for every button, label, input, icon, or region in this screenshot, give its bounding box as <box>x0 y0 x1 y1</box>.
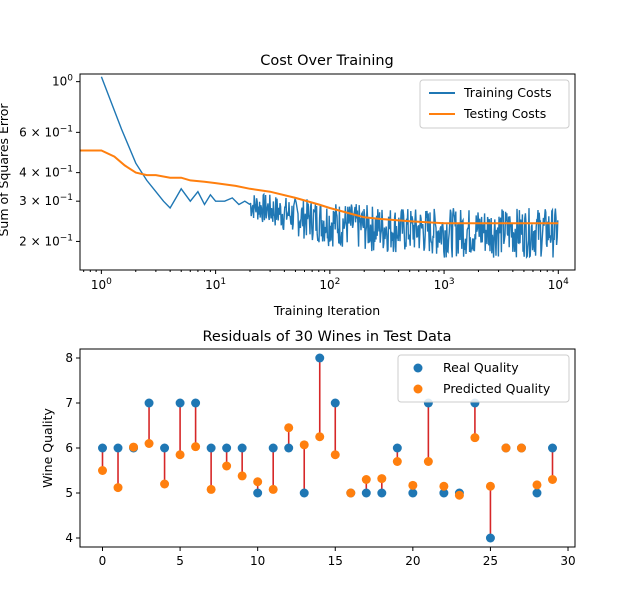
predicted-quality-point <box>330 450 340 460</box>
predicted-quality-point <box>299 440 309 450</box>
training-costs-line <box>100 76 559 259</box>
real-quality-point <box>439 488 449 498</box>
cost-chart-frame <box>79 73 576 271</box>
predicted-quality-point <box>144 439 154 448</box>
residual-x-tick-label: 25 <box>483 554 498 568</box>
predicted-quality-point <box>113 483 123 493</box>
predicted-quality-point <box>361 475 371 484</box>
cost-x-tick-label: 103 <box>434 277 455 292</box>
predicted-quality-point <box>501 443 511 453</box>
predicted-quality-point <box>222 461 232 471</box>
residuals-chart-legend: Real Quality Predicted Quality <box>397 354 570 403</box>
real-quality-point <box>408 488 418 498</box>
real-quality-point <box>485 533 495 543</box>
cost-y-tick-label: 3 × 10−1 <box>19 193 73 208</box>
cost-y-tick-label: 6 × 10−1 <box>19 124 73 139</box>
real-quality-point <box>113 443 123 453</box>
residual-y-tick-label: 5 <box>65 486 73 500</box>
predicted-quality-point <box>392 457 402 466</box>
legend-label: Predicted Quality <box>443 381 551 396</box>
predicted-quality-point <box>175 450 185 460</box>
real-quality-point <box>253 488 263 498</box>
real-quality-point <box>284 443 294 453</box>
residual-x-tick-label: 30 <box>560 554 575 568</box>
predicted-quality-point <box>548 475 557 484</box>
predicted-quality-point <box>98 466 107 475</box>
predicted-quality-point <box>237 471 247 481</box>
real-quality-point <box>532 488 542 498</box>
cost-x-tick-label: 102 <box>319 277 340 292</box>
residual-y-tick-label: 8 <box>65 351 73 365</box>
cost-chart-legend: Training Costs Testing Costs <box>419 79 570 129</box>
predicted-quality-point <box>129 442 139 452</box>
real-quality-point <box>237 443 247 453</box>
real-quality-point <box>160 443 170 453</box>
predicted-quality-point <box>206 484 216 494</box>
cost-chart-xlabel: Training Iteration <box>273 303 380 318</box>
predicted-quality-point <box>377 474 387 484</box>
residual-x-tick-label: 15 <box>328 554 343 568</box>
predicted-quality-point <box>470 433 480 443</box>
predicted-quality-point <box>439 481 449 491</box>
residual-y-tick-label: 7 <box>65 396 73 410</box>
real-quality-point <box>392 443 402 453</box>
legend-marker <box>413 363 423 373</box>
real-quality-point <box>268 443 278 453</box>
predicted-quality-point <box>485 481 495 491</box>
real-quality-point <box>222 443 232 453</box>
residual-x-tick-label: 0 <box>99 554 107 568</box>
residuals-chart-ylabel: Wine Quality <box>40 407 55 487</box>
predicted-quality-point <box>268 484 278 494</box>
cost-y-tick-label: 100 <box>52 74 73 89</box>
residuals-chart-title: Residuals of 30 Wines in Test Data <box>203 329 452 345</box>
predicted-quality-point <box>315 432 325 442</box>
real-quality-point <box>361 488 371 498</box>
cost-chart: Cost Over Training Training Iteration Su… <box>0 53 576 318</box>
predicted-quality-point <box>160 479 170 489</box>
real-quality-point <box>144 398 154 408</box>
cost-x-tick-label: 100 <box>91 277 112 292</box>
residual-y-tick-label: 4 <box>65 531 73 545</box>
legend-box <box>419 79 570 129</box>
cost-chart-ylabel: Sum of Squares Error <box>0 103 11 237</box>
real-quality-point <box>548 443 557 453</box>
testing-costs-line <box>80 149 559 225</box>
legend-label: Training Costs <box>463 85 552 100</box>
real-quality-point <box>98 443 107 453</box>
legend-box <box>397 354 570 403</box>
legend-marker <box>413 384 423 394</box>
real-quality-point <box>175 398 185 408</box>
real-quality-point <box>191 398 201 408</box>
cost-y-tick-label: 4 × 10−1 <box>19 165 73 180</box>
real-quality-point <box>330 398 340 408</box>
predicted-quality-point <box>408 480 418 490</box>
predicted-quality-point <box>284 423 294 433</box>
predicted-quality-point <box>191 442 201 452</box>
legend-label: Real Quality <box>443 360 519 375</box>
predicted-quality-point <box>346 488 356 498</box>
residual-x-tick-label: 10 <box>250 554 265 568</box>
predicted-quality-point <box>454 490 464 500</box>
real-quality-point <box>206 443 216 453</box>
residual-y-tick-label: 6 <box>65 441 73 455</box>
residual-x-tick-label: 5 <box>176 554 184 568</box>
predicted-quality-point <box>516 443 526 453</box>
predicted-quality-point <box>532 480 542 490</box>
real-quality-point <box>315 353 325 363</box>
legend-label: Testing Costs <box>463 106 546 121</box>
residual-x-tick-label: 20 <box>405 554 420 568</box>
cost-x-tick-label: 101 <box>205 277 226 292</box>
cost-x-tick-label: 104 <box>548 277 569 292</box>
residuals-chart: Residuals of 30 Wines in Test Data Wine … <box>40 329 576 568</box>
cost-y-tick-label: 2 × 10−1 <box>19 233 73 248</box>
cost-chart-title: Cost Over Training <box>260 53 394 69</box>
real-quality-point <box>299 488 309 498</box>
predicted-quality-point <box>423 457 433 466</box>
predicted-quality-point <box>253 477 263 487</box>
real-quality-point <box>377 488 387 498</box>
